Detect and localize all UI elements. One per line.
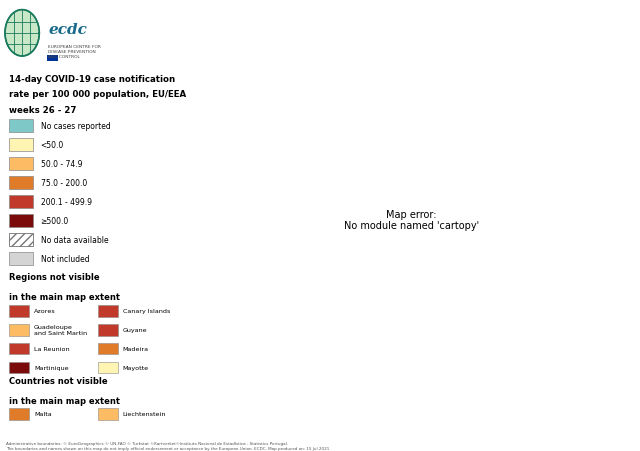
- Text: Map error:
No module named 'cartopy': Map error: No module named 'cartopy': [344, 209, 479, 230]
- Text: ≥500.0: ≥500.0: [40, 216, 69, 226]
- Circle shape: [5, 10, 39, 57]
- Text: in the main map extent: in the main map extent: [10, 396, 120, 405]
- Text: ecdc: ecdc: [48, 23, 87, 37]
- Text: Not included: Not included: [40, 254, 89, 263]
- Bar: [10, 252, 33, 266]
- Bar: [47, 56, 58, 62]
- Bar: [10, 120, 33, 133]
- Bar: [10, 233, 33, 247]
- Text: 50.0 - 74.9: 50.0 - 74.9: [40, 160, 82, 169]
- Text: No data available: No data available: [40, 235, 108, 244]
- Text: 200.1 - 499.9: 200.1 - 499.9: [40, 198, 92, 207]
- Bar: [10, 214, 33, 228]
- Text: EUROPEAN CENTRE FOR
DISEASE PREVENTION
AND CONTROL: EUROPEAN CENTRE FOR DISEASE PREVENTION A…: [48, 45, 101, 59]
- Text: La Reunion: La Reunion: [34, 346, 70, 352]
- Text: Canary Islands: Canary Islands: [123, 308, 170, 314]
- Text: Madeira: Madeira: [123, 346, 148, 352]
- Text: rate per 100 000 population, EU/EEA: rate per 100 000 population, EU/EEA: [10, 90, 187, 99]
- Text: Guyane: Guyane: [123, 327, 147, 333]
- Text: Countries not visible: Countries not visible: [10, 377, 108, 386]
- Text: Azores: Azores: [34, 308, 56, 314]
- Bar: [10, 325, 29, 336]
- Bar: [98, 306, 118, 317]
- Bar: [10, 176, 33, 190]
- Text: The boundaries and names shown on this map do not imply official endorsement or : The boundaries and names shown on this m…: [6, 446, 330, 450]
- Text: Martinique: Martinique: [34, 365, 68, 371]
- Text: No cases reported: No cases reported: [40, 122, 110, 131]
- Bar: [10, 344, 29, 354]
- Text: Administrative boundaries: © EuroGeographics © UN-FAO © Turkstat ©Kartverket©Ins: Administrative boundaries: © EuroGeograp…: [6, 441, 289, 445]
- Text: Liechtenstein: Liechtenstein: [123, 411, 166, 417]
- Text: 14-day COVID-19 case notification: 14-day COVID-19 case notification: [10, 74, 175, 83]
- Bar: [98, 409, 118, 419]
- Bar: [10, 233, 33, 247]
- Bar: [10, 306, 29, 317]
- Bar: [98, 325, 118, 336]
- Text: Mayotte: Mayotte: [123, 365, 149, 371]
- Bar: [10, 409, 29, 419]
- Bar: [10, 138, 33, 152]
- Bar: [10, 363, 29, 373]
- Text: Malta: Malta: [34, 411, 52, 417]
- Bar: [10, 157, 33, 171]
- Bar: [98, 344, 118, 354]
- Text: 75.0 - 200.0: 75.0 - 200.0: [40, 179, 87, 188]
- Bar: [10, 195, 33, 209]
- Text: in the main map extent: in the main map extent: [10, 293, 120, 302]
- Text: weeks 26 - 27: weeks 26 - 27: [10, 106, 77, 115]
- Text: Regions not visible: Regions not visible: [10, 273, 100, 282]
- Bar: [98, 363, 118, 373]
- Text: <50.0: <50.0: [40, 141, 64, 150]
- Text: Guadeloupe
and Saint Martin: Guadeloupe and Saint Martin: [34, 325, 87, 336]
